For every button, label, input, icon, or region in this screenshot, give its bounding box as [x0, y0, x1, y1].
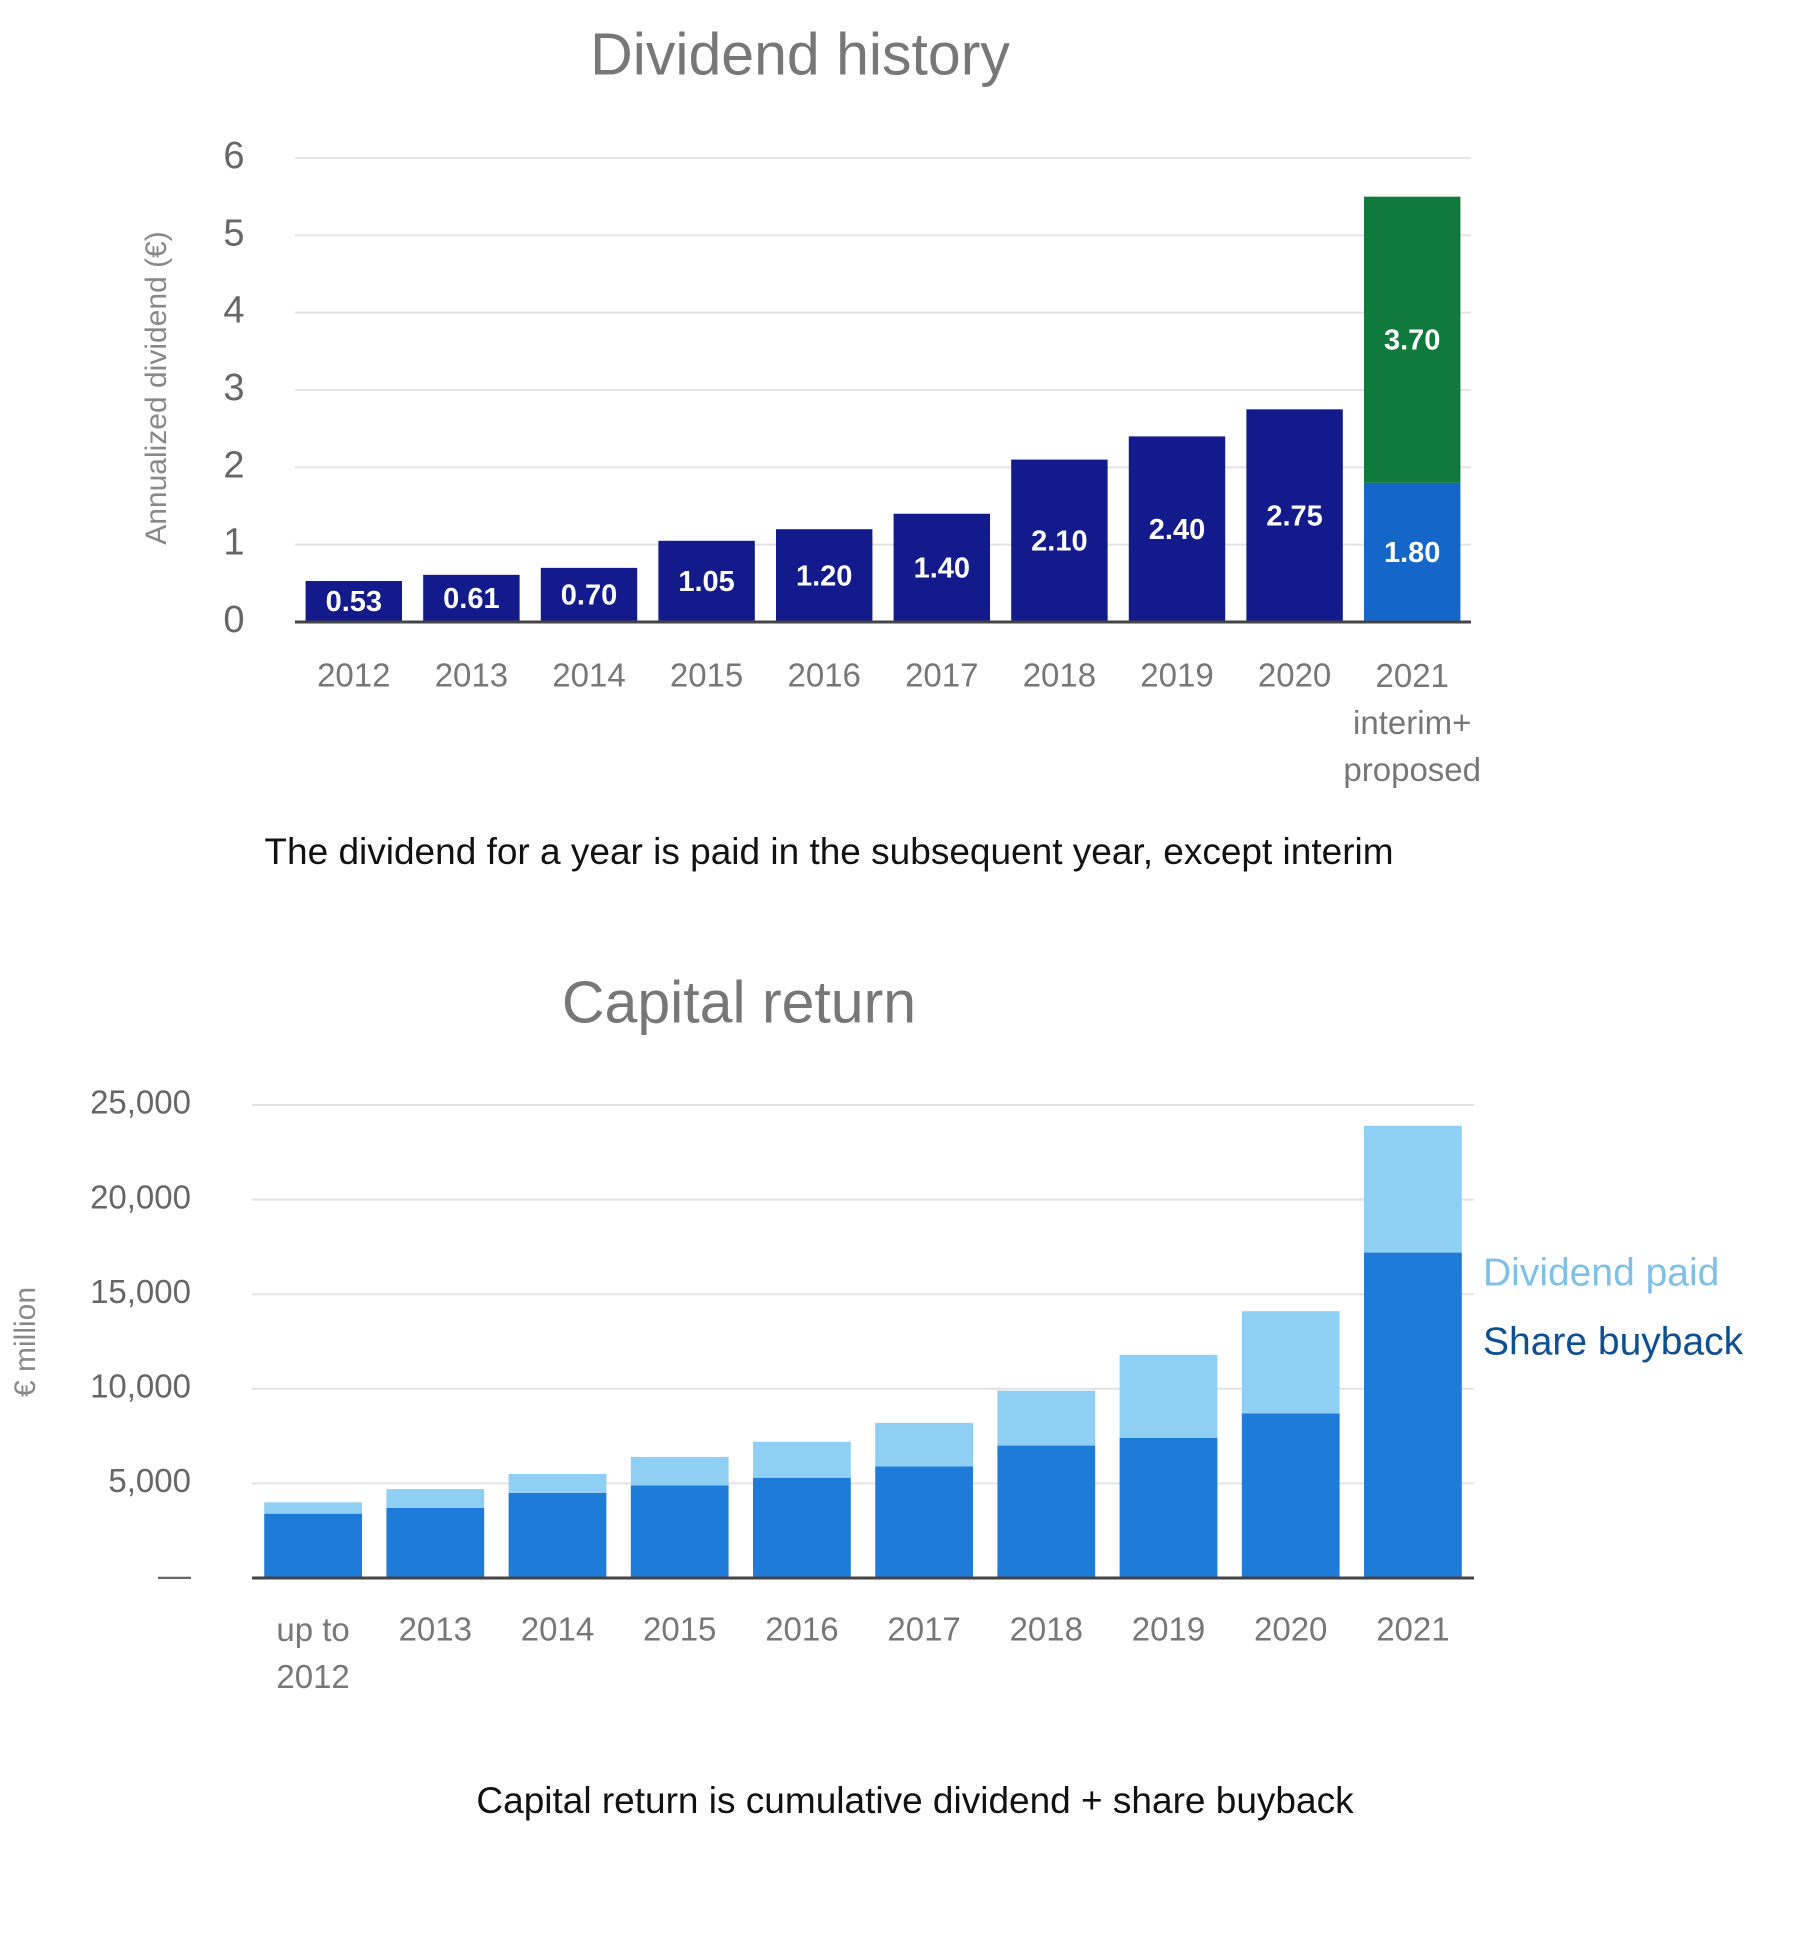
bar	[508, 1473, 607, 1493]
y-tick-label: 5	[223, 212, 244, 254]
bar	[1011, 459, 1108, 622]
value-label: 2.10	[1031, 525, 1087, 557]
y-tick-label: 6	[223, 135, 244, 177]
y-tick-label: 20,000	[90, 1178, 191, 1215]
bar	[1241, 1413, 1340, 1578]
x-tick-label: 2021	[1376, 1611, 1449, 1648]
bar	[1128, 436, 1226, 622]
x-tick-label: 2020	[1258, 657, 1331, 694]
bar	[264, 1502, 362, 1514]
bar	[508, 1492, 607, 1578]
x-tick-label: 2019	[1140, 657, 1213, 694]
bar	[1364, 1125, 1462, 1253]
legend-entry: Share buyback	[1483, 1320, 1744, 1363]
bar	[1363, 482, 1461, 622]
y-tick-label: 1	[223, 522, 244, 564]
bar	[540, 567, 638, 622]
chart-title: Capital return	[562, 970, 916, 1036]
x-tick-label: 2021 interim+ proposed	[1343, 657, 1481, 788]
bar	[1363, 196, 1461, 483]
bar	[775, 529, 873, 622]
value-label: 2.75	[1266, 500, 1322, 532]
value-label: 2.40	[1149, 514, 1205, 546]
value-label: 0.53	[326, 586, 382, 618]
bar	[1246, 409, 1343, 622]
bar	[386, 1489, 485, 1508]
x-tick-label: up to 2012	[276, 1611, 349, 1695]
bar	[630, 1456, 729, 1486]
y-tick-label: 4	[223, 290, 244, 332]
x-tick-label: 2018	[1023, 657, 1096, 694]
chart-title: Dividend history	[590, 22, 1010, 88]
bar	[386, 1507, 485, 1578]
x-tick-label: 2020	[1254, 1611, 1327, 1648]
value-label: 1.05	[678, 566, 734, 598]
bar	[997, 1390, 1096, 1446]
bar	[875, 1466, 973, 1578]
caption: The dividend for a year is paid in the s…	[264, 831, 1393, 872]
bar	[1119, 1437, 1218, 1578]
bar	[997, 1445, 1096, 1578]
legend-entry: Dividend paid	[1483, 1251, 1719, 1294]
value-label: 0.70	[561, 580, 617, 612]
bar	[423, 574, 520, 622]
bar	[630, 1485, 729, 1578]
bar	[1119, 1354, 1218, 1438]
y-tick-label: —	[158, 1557, 191, 1594]
bar	[753, 1477, 851, 1578]
value-label: 0.61	[443, 583, 499, 615]
y-tick-label: 5,000	[108, 1462, 191, 1499]
x-tick-label: 2013	[435, 657, 508, 694]
caption: Capital return is cumulative dividend + …	[476, 1780, 1354, 1821]
y-axis-label: Annualized dividend (€)	[140, 231, 173, 545]
value-label: 1.80	[1384, 537, 1440, 569]
bar	[893, 513, 991, 622]
x-tick-label: 2016	[787, 657, 860, 694]
y-tick-label: 25,000	[90, 1084, 191, 1121]
y-tick-label: 10,000	[90, 1368, 191, 1405]
bar	[875, 1422, 973, 1467]
x-tick-label: 2014	[521, 1611, 594, 1648]
y-tick-label: 2	[223, 444, 244, 486]
bar	[1364, 1252, 1462, 1578]
value-label: 1.40	[914, 553, 970, 585]
x-tick-label: 2017	[905, 657, 978, 694]
y-tick-label: 3	[223, 367, 244, 409]
x-tick-label: 2017	[887, 1611, 960, 1648]
x-tick-label: 2015	[670, 657, 743, 694]
y-axis-label: € million	[9, 1287, 42, 1397]
y-tick-label: 0	[223, 599, 244, 641]
y-tick-label: 15,000	[90, 1273, 191, 1310]
bar	[658, 540, 755, 622]
x-tick-label: 2013	[399, 1611, 472, 1648]
x-tick-label: 2019	[1132, 1611, 1205, 1648]
bar	[1241, 1311, 1340, 1414]
x-tick-label: 2012	[317, 657, 390, 694]
x-tick-label: 2016	[765, 1611, 838, 1648]
bar	[305, 581, 403, 622]
value-label: 3.70	[1384, 324, 1440, 356]
x-tick-label: 2014	[552, 657, 625, 694]
value-label: 1.20	[796, 560, 852, 592]
x-tick-label: 2015	[643, 1611, 716, 1648]
bar	[753, 1441, 851, 1478]
x-tick-label: 2018	[1010, 1611, 1083, 1648]
bar	[264, 1513, 362, 1578]
